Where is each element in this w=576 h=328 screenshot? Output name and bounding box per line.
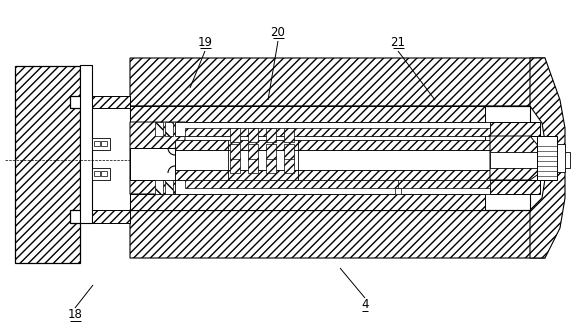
- Polygon shape: [130, 58, 545, 106]
- Bar: [130, 122, 485, 194]
- Bar: [230, 144, 240, 159]
- Bar: [284, 158, 294, 173]
- Bar: [266, 128, 276, 142]
- Bar: [266, 158, 276, 173]
- Bar: [490, 122, 540, 136]
- Bar: [230, 128, 240, 142]
- Text: 21: 21: [391, 35, 406, 49]
- Text: 20: 20: [271, 26, 286, 38]
- Bar: [284, 128, 294, 142]
- Text: 4: 4: [361, 298, 369, 312]
- Bar: [155, 122, 163, 136]
- Bar: [248, 128, 258, 142]
- Bar: [175, 140, 495, 150]
- Text: 19: 19: [198, 35, 213, 49]
- Bar: [490, 180, 540, 194]
- Bar: [175, 122, 490, 136]
- Bar: [92, 168, 110, 180]
- Bar: [175, 150, 495, 170]
- Bar: [101, 171, 107, 176]
- Bar: [490, 136, 540, 180]
- Bar: [490, 152, 570, 168]
- Bar: [266, 144, 276, 159]
- Bar: [165, 122, 173, 136]
- Bar: [80, 65, 92, 223]
- Polygon shape: [130, 210, 545, 258]
- Bar: [130, 106, 485, 122]
- Bar: [395, 188, 401, 194]
- Bar: [248, 158, 258, 173]
- Bar: [185, 128, 490, 136]
- Polygon shape: [92, 210, 130, 223]
- Bar: [130, 194, 485, 210]
- Bar: [101, 141, 107, 146]
- Bar: [284, 144, 294, 159]
- Bar: [557, 144, 565, 172]
- Polygon shape: [92, 96, 130, 108]
- Bar: [537, 136, 557, 180]
- Polygon shape: [15, 66, 80, 263]
- Bar: [130, 106, 530, 210]
- Polygon shape: [130, 148, 175, 180]
- Bar: [248, 144, 258, 159]
- Polygon shape: [130, 122, 185, 194]
- Polygon shape: [490, 136, 540, 180]
- Bar: [92, 138, 110, 150]
- Bar: [185, 180, 490, 188]
- Polygon shape: [530, 58, 565, 258]
- Bar: [175, 180, 490, 194]
- Bar: [94, 171, 100, 176]
- Bar: [165, 180, 173, 194]
- Bar: [94, 141, 100, 146]
- Bar: [230, 158, 240, 173]
- Bar: [175, 170, 495, 180]
- Text: 18: 18: [67, 309, 82, 321]
- Bar: [155, 180, 163, 194]
